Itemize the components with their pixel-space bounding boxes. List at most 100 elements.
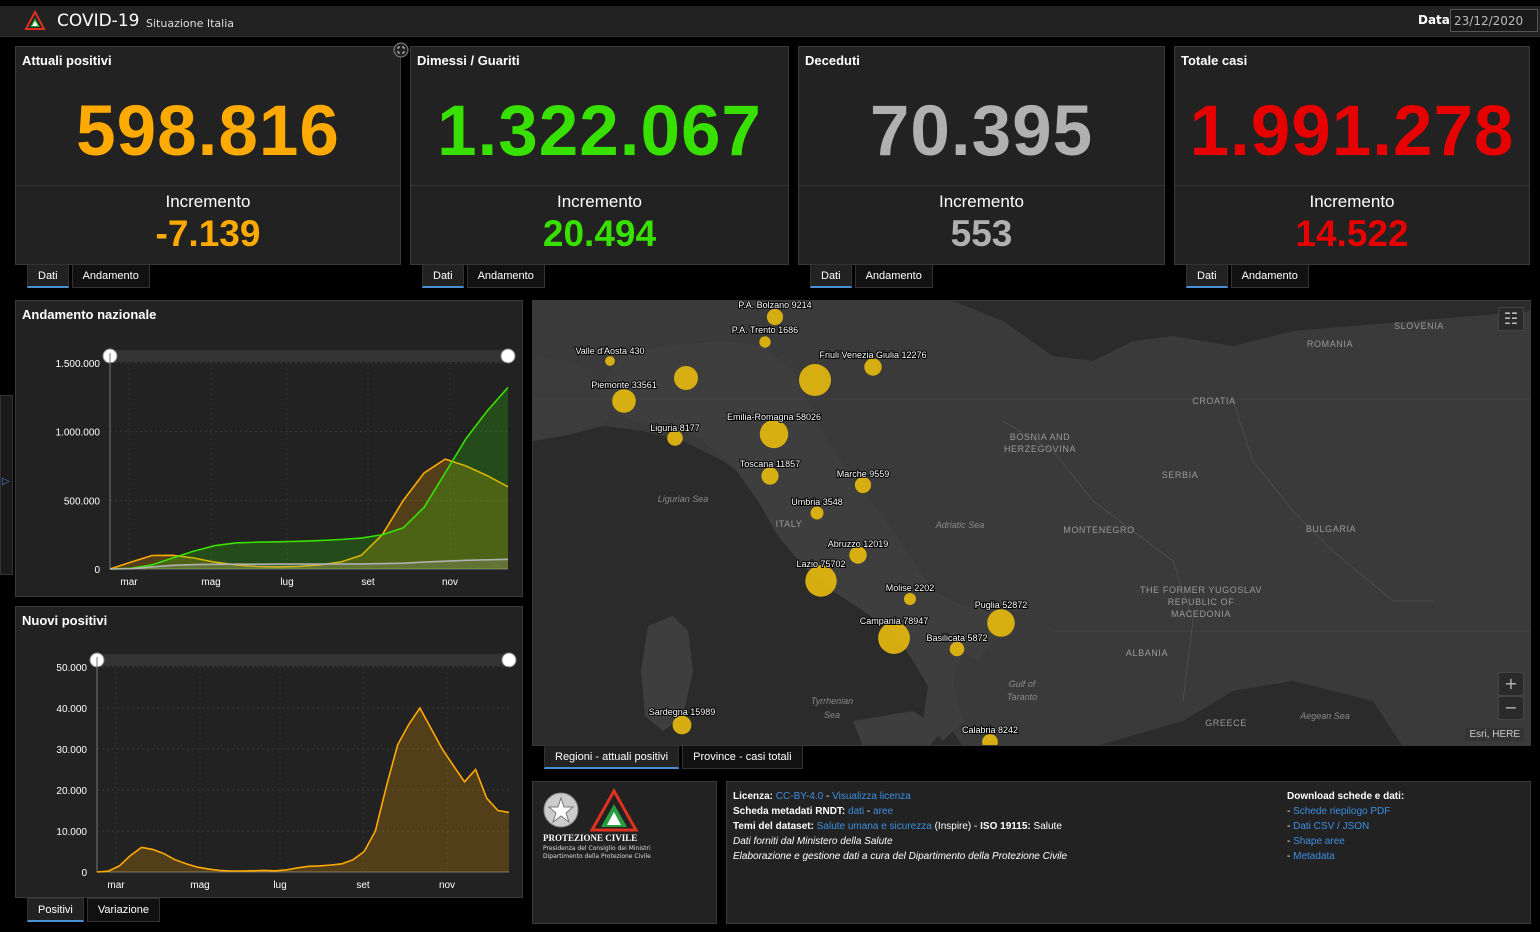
region-label: P.A. Bolzano 9214: [738, 301, 811, 310]
y-tick-label: 30.000: [56, 745, 87, 756]
region-bubble[interactable]: [982, 734, 998, 746]
map-view[interactable]: SLOVENIA CROATIA BOSNIA AND HERZEGOVINA SERB…: [532, 300, 1531, 746]
dati-forniti-text: Dati forniti dal Ministero della Salute: [733, 836, 893, 847]
tab-variazione[interactable]: Variazione: [86, 898, 161, 922]
y-tick-label: 500.000: [64, 496, 101, 507]
region-bubble[interactable]: [759, 419, 789, 449]
salute-link[interactable]: Salute umana e sicurezza: [816, 821, 932, 832]
region-bubble[interactable]: [854, 476, 872, 494]
tab-positivi[interactable]: Positivi: [27, 898, 84, 922]
region-bubble[interactable]: [761, 467, 779, 485]
footer-logo-panel: PROTEZIONE CIVILE Presidenza del Consigl…: [532, 781, 717, 924]
tab-dati[interactable]: Dati: [422, 264, 464, 288]
region-label: Piemonte 33561: [591, 380, 657, 390]
x-tick-label: set: [356, 880, 370, 891]
map-border: [1002, 420, 1194, 702]
card-increment-label: Incremento: [1309, 192, 1395, 211]
tab-andamento[interactable]: Andamento: [854, 264, 933, 288]
region-label: P.A. Trento 1686: [732, 325, 798, 335]
tab-andamento[interactable]: Andamento: [1230, 264, 1309, 288]
shape-aree-link[interactable]: Shape aree: [1293, 836, 1345, 847]
region-bubble[interactable]: [904, 593, 916, 605]
region-bubble[interactable]: [672, 715, 692, 735]
tab-dati[interactable]: Dati: [27, 264, 69, 288]
tabbar-dimessi-guariti: Dati Andamento: [422, 264, 548, 288]
map-country-label: BOSNIA AND: [1010, 432, 1071, 442]
map-sea-label: Ligurian Sea: [658, 494, 709, 504]
region-bubble[interactable]: [864, 358, 882, 376]
metadata-link[interactable]: Metadata: [1293, 851, 1335, 862]
zoom-in-button[interactable]: +: [1498, 672, 1524, 696]
region-bubble[interactable]: [759, 336, 771, 348]
org-sub: Presidenza del Consiglio dei Ministri: [543, 845, 651, 852]
protezione-civile-logo-icon: [24, 10, 46, 30]
card-dimessi-guariti: Dimessi / Guariti 1.322.067 Incremento 2…: [410, 46, 789, 265]
schede-pdf-link[interactable]: Schede riepilogo PDF: [1293, 806, 1391, 817]
region-bubble[interactable]: [766, 308, 784, 326]
region-label: Emilia-Romagna 58026: [727, 412, 821, 422]
y-tick-label: 0: [81, 868, 87, 879]
map-canvas[interactable]: SLOVENIA CROATIA BOSNIA AND HERZEGOVINA SERB…: [533, 301, 1531, 746]
card-increment-label: Incremento: [556, 192, 643, 211]
tab-dati[interactable]: Dati: [1186, 264, 1228, 288]
bullet: -: [1287, 821, 1294, 832]
card-increment-value: 20.494: [542, 213, 657, 254]
date-field[interactable]: [1450, 9, 1538, 32]
cc-by-link[interactable]: CC-BY-4.0: [775, 791, 824, 802]
range-slider-track: [97, 654, 509, 666]
region-label: Valle d'Aosta 430: [575, 346, 644, 356]
tab-andamento[interactable]: Andamento: [466, 264, 545, 288]
region-bubble[interactable]: [605, 356, 615, 366]
map-country-label: ALBANIA: [1126, 648, 1168, 658]
legend-list-icon[interactable]: ☷: [1498, 307, 1524, 331]
header-bar: COVID-19 Situazione Italia Data: [0, 6, 1540, 37]
download-section: Download schede e dati: - Schede riepilo…: [1287, 789, 1404, 864]
tab-province[interactable]: Province - casi totali: [682, 745, 803, 769]
range-slider-handle[interactable]: [500, 348, 516, 364]
map-country-label: MACEDONIA: [1171, 609, 1231, 619]
x-tick-label: set: [361, 577, 375, 588]
andamento-chart-svg: 1.500.000 1.000.000 500.000 0 mar mag lug set no…: [56, 348, 516, 588]
footer-info: Licenza: CC-BY-4.0 - Visualizza licenza …: [733, 789, 1067, 864]
visualizza-licenza-link[interactable]: Visualizza licenza: [832, 791, 911, 802]
org-name: PROTEZIONE CIVILE: [543, 833, 638, 843]
tabbar-deceduti: Dati Andamento: [810, 264, 936, 288]
map-sea-label: Aegean Sea: [1299, 711, 1350, 721]
side-panel-toggle[interactable]: ▷: [0, 395, 13, 575]
region-bubble[interactable]: [612, 389, 636, 413]
x-tick-label: nov: [439, 880, 455, 891]
range-slider-handle[interactable]: [501, 652, 517, 668]
region-bubble[interactable]: [805, 565, 837, 597]
card-attuali-positivi: Attuali positivi 598.816 Incremento -7.1…: [15, 42, 409, 265]
card-increment-label: Incremento: [165, 192, 251, 211]
region-label: Calabria 8242: [962, 725, 1018, 735]
y-tick-label: 20.000: [56, 786, 87, 797]
fullscreen-icon[interactable]: [393, 42, 409, 58]
zoom-out-button[interactable]: −: [1498, 696, 1524, 720]
tabbar-attuali-positivi: Dati Andamento: [27, 264, 153, 288]
map-land-italy: [603, 341, 1013, 741]
region-bubble[interactable]: [987, 609, 1015, 637]
card-title: Totale casi: [1181, 53, 1248, 68]
x-tick-label: mag: [201, 577, 220, 588]
region-bubble[interactable]: [810, 506, 824, 520]
card-value: 598.816: [76, 92, 340, 171]
chevron-right-icon: ▷: [2, 476, 10, 487]
protezione-civile-logo-icon: [589, 788, 639, 832]
dati-link[interactable]: dati: [848, 806, 865, 817]
map-land-sicilia: [853, 711, 943, 745]
region-bubble[interactable]: [667, 430, 683, 446]
dati-csv-link[interactable]: Dati CSV / JSON: [1293, 821, 1370, 832]
region-bubble[interactable]: [849, 546, 867, 564]
map-country-label: ROMANIA: [1307, 339, 1353, 349]
tab-regioni[interactable]: Regioni - attuali positivi: [544, 745, 680, 769]
region-bubble[interactable]: [949, 641, 965, 657]
org-sub: Dipartimento della Protezione Civile: [543, 853, 651, 860]
tab-dati[interactable]: Dati: [810, 264, 852, 288]
aree-link[interactable]: aree: [873, 806, 894, 817]
map-country-label: SWITZERLAND: [582, 301, 653, 303]
tab-andamento[interactable]: Andamento: [71, 264, 150, 288]
region-bubble[interactable]: [878, 622, 910, 654]
card-value: 1.322.067: [437, 92, 762, 171]
licenza-label: Licenza:: [733, 791, 774, 802]
